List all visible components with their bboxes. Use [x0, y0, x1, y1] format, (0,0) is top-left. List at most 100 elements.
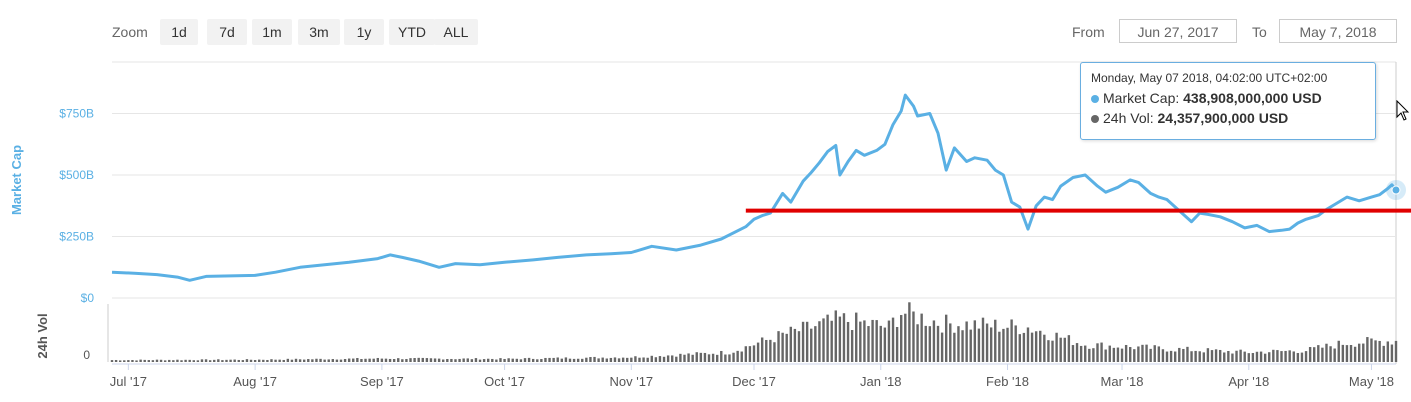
volume-bar: [1255, 351, 1259, 362]
volume-bar: [1337, 340, 1340, 362]
x-tick-label: Apr '18: [1228, 374, 1269, 389]
volume-bar: [1292, 351, 1295, 362]
y-tick-label: $500B: [59, 168, 94, 182]
zoom-all-button[interactable]: ALL: [434, 19, 478, 45]
zoom-ytd-button[interactable]: YTD: [389, 19, 435, 45]
x-tick-label: Aug '17: [233, 374, 277, 389]
volume-bar: [163, 360, 167, 362]
x-tick-label: Feb '18: [986, 374, 1029, 389]
volume-bar: [1198, 351, 1201, 362]
volume-bar: [294, 358, 298, 362]
tooltip-volume-value: 24,357,900,000 USD: [1157, 110, 1289, 126]
volume-bar: [360, 358, 363, 362]
volume-bar: [523, 358, 527, 362]
volume-axis-title: 24h Vol: [35, 313, 50, 358]
volume-bar: [372, 358, 375, 362]
volume-bar: [466, 358, 469, 362]
volume-bar: [1206, 348, 1210, 362]
volume-bar: [356, 358, 359, 362]
volume-bar: [482, 359, 486, 362]
volume-bar: [740, 351, 743, 362]
volume-bar: [437, 358, 441, 362]
volume-bar: [1214, 349, 1218, 362]
volume-bar: [384, 358, 388, 362]
volume-bar: [511, 358, 514, 362]
volume-bar: [446, 359, 449, 362]
volume-bar: [290, 359, 294, 362]
zoom-1d-button[interactable]: 1d: [160, 19, 198, 45]
volume-bar: [1137, 346, 1140, 362]
volume-bar: [515, 358, 519, 362]
volume-bar: [564, 357, 568, 362]
volume-bar: [1026, 327, 1030, 362]
volume-bar: [552, 357, 555, 362]
volume-bar: [343, 358, 347, 362]
tooltip-volume-row: 24h Vol: 24,357,900,000 USD: [1091, 108, 1365, 128]
volume-bar: [352, 358, 355, 362]
volume-bar: [576, 358, 580, 362]
zoom-3m-button[interactable]: 3m: [298, 19, 340, 45]
volume-bar: [765, 339, 768, 362]
volume-bar: [1231, 353, 1234, 362]
volume-bar: [1071, 345, 1075, 362]
volume-bar: [339, 359, 343, 362]
volume-bar: [560, 358, 564, 362]
to-date-input[interactable]: May 7, 2018: [1279, 19, 1397, 43]
volume-bar: [1096, 343, 1099, 362]
volume-bar: [634, 356, 637, 362]
volume-bar: [752, 345, 756, 362]
volume-bar: [654, 357, 658, 362]
y-tick-label: $750B: [59, 107, 94, 121]
volume-bar: [1210, 350, 1214, 362]
volume-bar: [270, 359, 273, 362]
volume-bar: [168, 359, 171, 362]
volume-bar: [278, 359, 281, 362]
volume-bar: [110, 360, 114, 362]
volume-bar: [1010, 319, 1013, 362]
volume-bar: [266, 359, 269, 362]
volume-bar: [969, 329, 972, 362]
volume-bar: [262, 359, 265, 362]
volume-bar: [1317, 345, 1320, 362]
volume-bar: [1034, 331, 1038, 362]
volume-bar: [601, 357, 604, 362]
volume-bar: [891, 317, 895, 362]
volume-bar: [1374, 340, 1377, 362]
volume-bar: [1202, 352, 1206, 362]
mouse-pointer-icon: [1396, 100, 1410, 121]
volume-bar: [977, 328, 981, 362]
volume-bar: [507, 358, 510, 362]
volume-bar: [650, 355, 653, 362]
zoom-1m-button[interactable]: 1m: [252, 19, 292, 45]
volume-bar: [859, 321, 862, 362]
volume-bar: [871, 319, 874, 362]
volume-bar: [397, 358, 400, 362]
highlight-point: [1391, 185, 1401, 195]
zoom-7d-button[interactable]: 7d: [207, 19, 247, 45]
tooltip-date: Monday, May 07 2018, 04:02:00 UTC+02:00: [1091, 71, 1328, 85]
volume-bar: [405, 358, 408, 362]
volume-bar: [1153, 345, 1156, 362]
volume-bar: [769, 339, 772, 362]
volume-bar: [932, 320, 936, 362]
volume-bar: [127, 360, 130, 362]
zoom-1y-button[interactable]: 1y: [344, 19, 384, 45]
volume-bar: [135, 360, 138, 362]
volume-bar: [1141, 344, 1144, 362]
volume-bar: [1349, 345, 1353, 362]
from-date-input[interactable]: Jun 27, 2017: [1119, 19, 1237, 43]
volume-bar: [683, 354, 686, 362]
x-tick-label: Mar '18: [1101, 374, 1144, 389]
volume-bar: [621, 357, 625, 362]
volume-bar: [1120, 348, 1124, 362]
volume-bar: [1276, 350, 1279, 362]
volume-bar: [123, 360, 126, 362]
volume-bar: [985, 323, 989, 362]
volume-dot-icon: [1091, 115, 1099, 124]
volume-bar: [1092, 348, 1095, 362]
volume-bar: [1088, 348, 1091, 362]
volume-bar: [1333, 348, 1336, 362]
volume-bar: [249, 359, 253, 362]
volume-bar: [413, 358, 416, 362]
